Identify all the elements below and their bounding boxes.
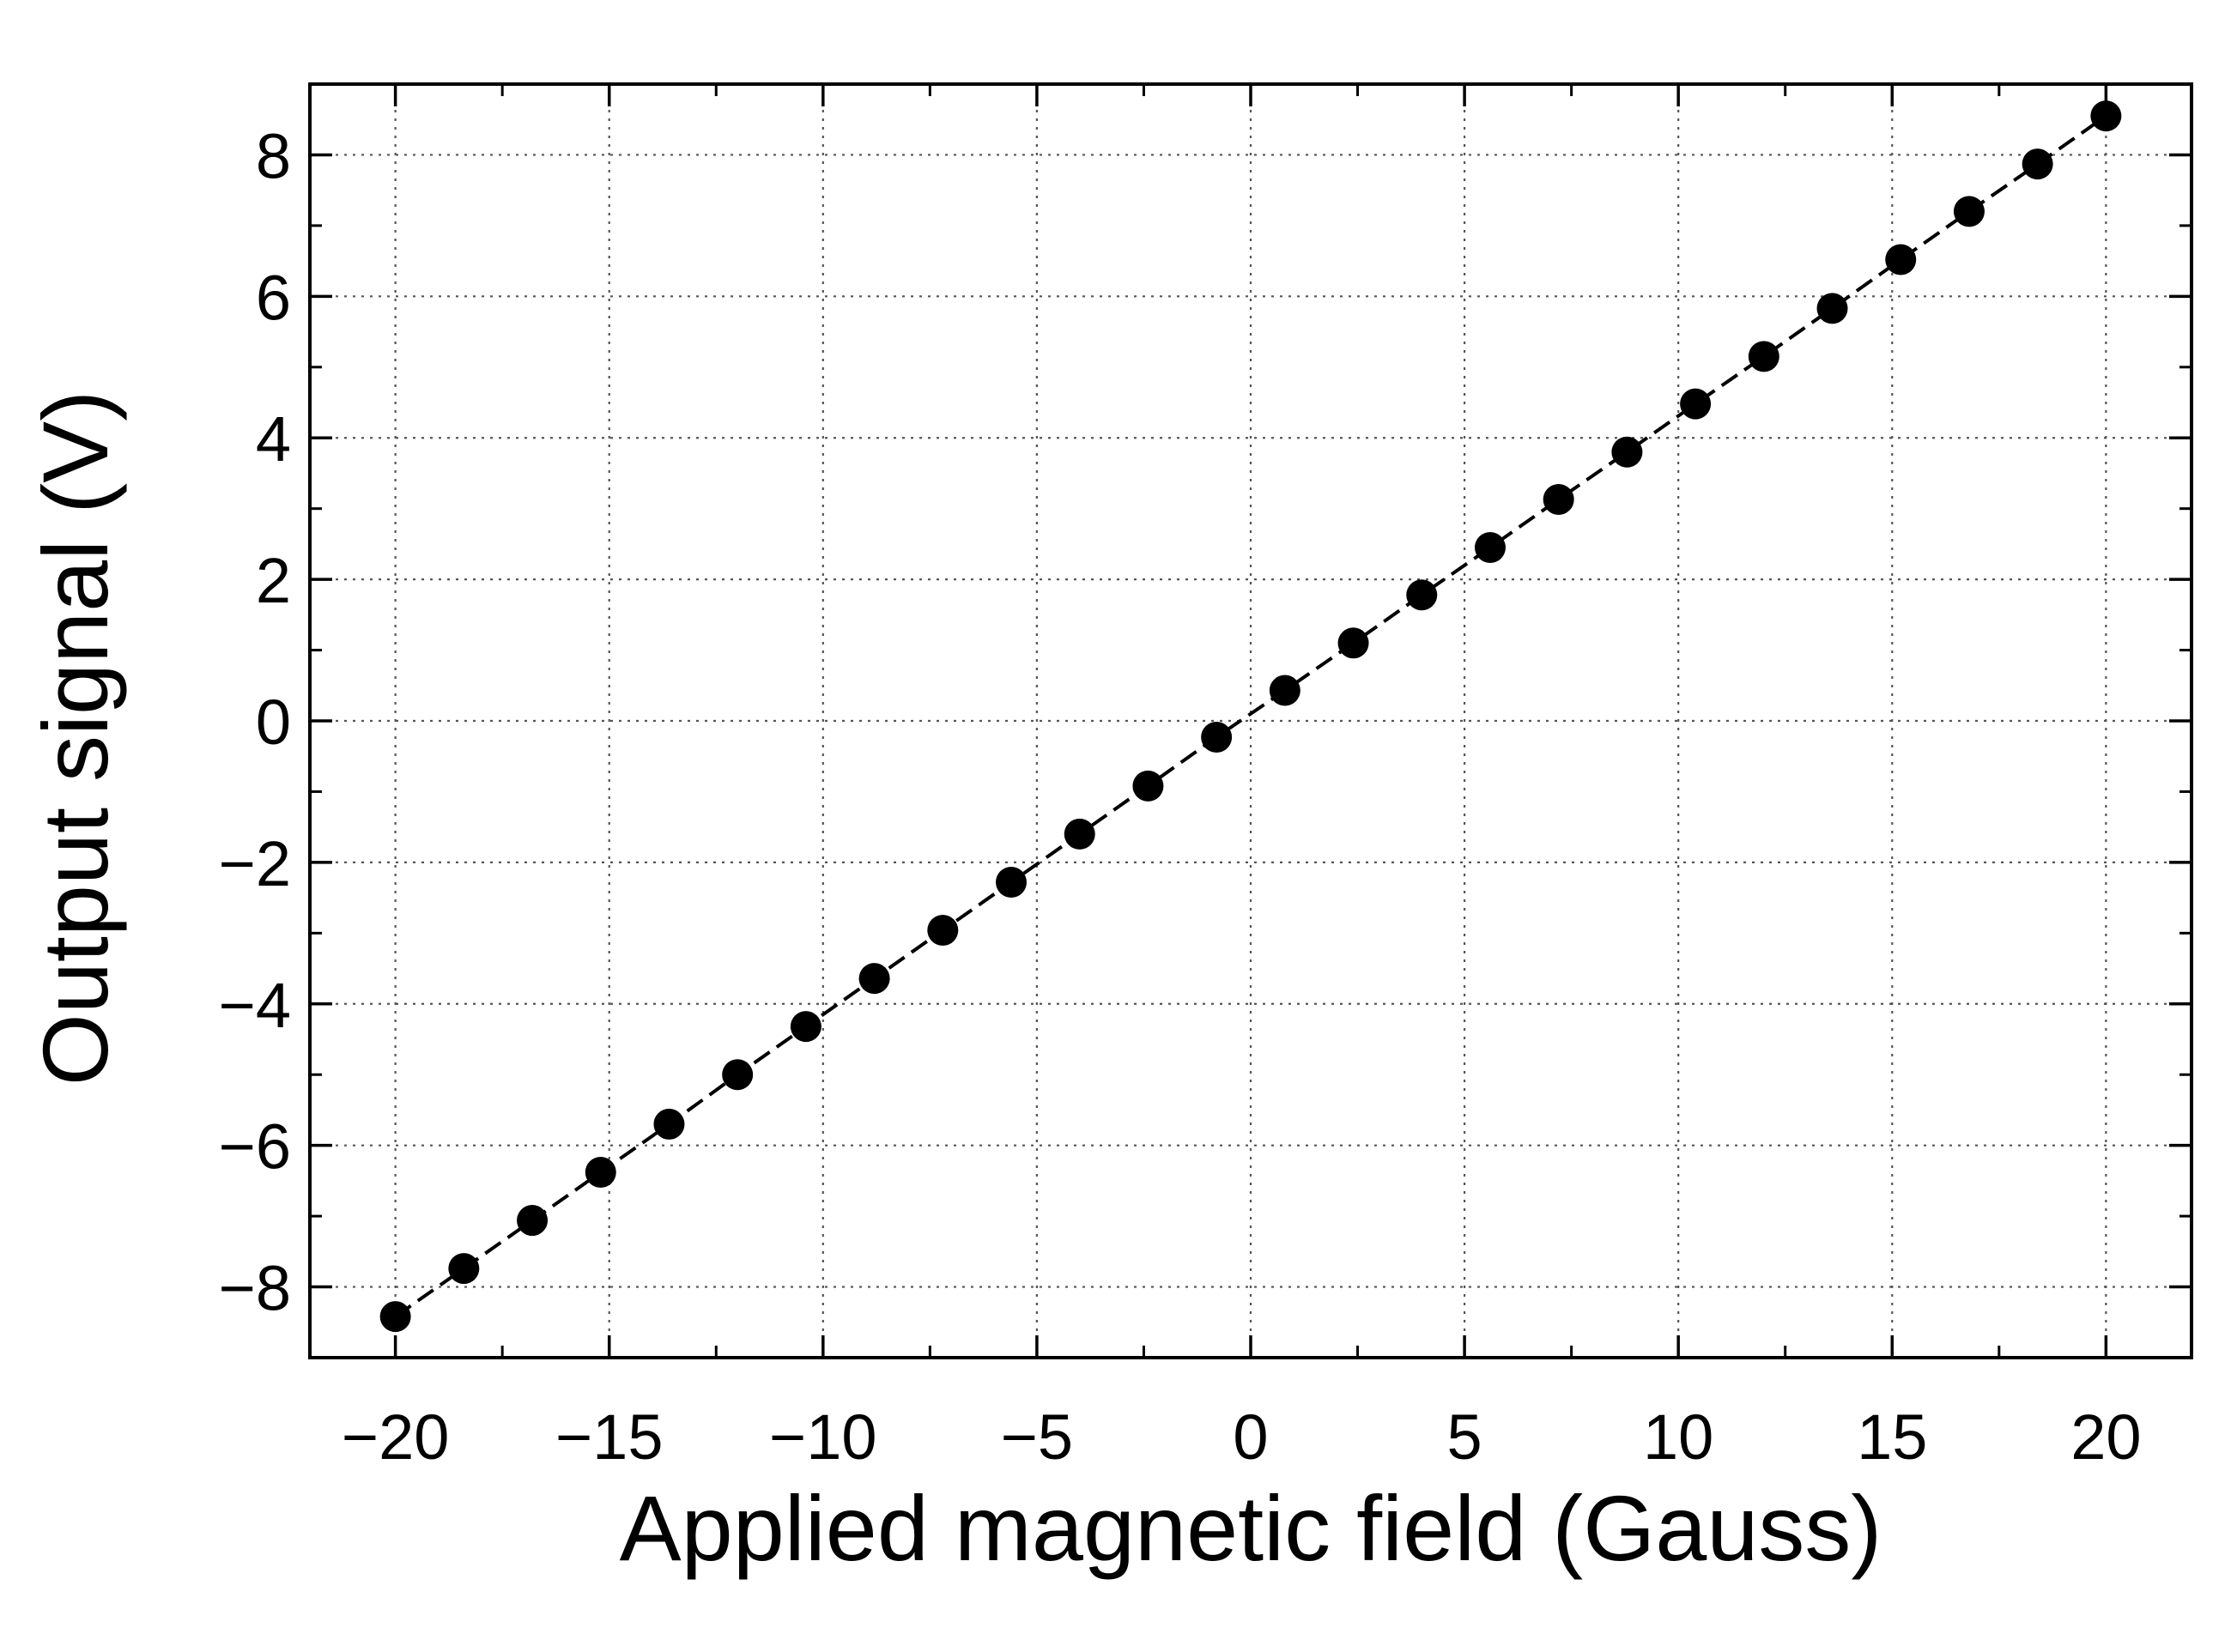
x-tick-label: 0 <box>1233 1401 1268 1473</box>
data-point <box>1816 293 1848 324</box>
data-point <box>1064 818 1095 850</box>
data-point <box>1406 579 1438 611</box>
data-point <box>858 963 890 995</box>
y-tick-label: 0 <box>256 687 291 758</box>
x-axis-title: Applied magnetic field (Gauss) <box>620 1476 1882 1580</box>
y-tick-label: 6 <box>256 262 291 333</box>
data-point <box>996 866 1028 898</box>
x-tick-label: 10 <box>1643 1401 1713 1473</box>
axis-ticks <box>310 84 2192 1358</box>
y-axis-title: Output signal (V) <box>23 390 127 1086</box>
x-tick-label: −20 <box>342 1401 450 1473</box>
data-point <box>722 1059 754 1091</box>
data-point <box>1269 675 1300 706</box>
grid <box>310 84 2192 1358</box>
x-tick-labels: −20 −15 −10 −5 0 5 10 15 20 <box>342 1401 2142 1473</box>
x-tick-label: 15 <box>1857 1401 1927 1473</box>
data-point <box>1474 532 1506 564</box>
y-tick-label: 4 <box>256 403 291 475</box>
data-point <box>448 1253 480 1285</box>
data-point <box>1680 388 1712 420</box>
data-point <box>1885 244 1917 275</box>
y-tick-labels: −8 −6 −4 −2 0 2 4 6 8 <box>219 120 291 1323</box>
y-tick-label: −6 <box>219 1111 291 1183</box>
x-tick-label: −5 <box>1001 1401 1073 1473</box>
x-tick-label: 5 <box>1447 1401 1482 1473</box>
data-point <box>1337 627 1369 659</box>
plot-frame <box>308 82 2193 1359</box>
y-tick-label: 8 <box>256 120 291 191</box>
data-point <box>517 1205 549 1237</box>
x-tick-label: 20 <box>2070 1401 2141 1473</box>
data-point <box>379 1301 411 1333</box>
data-point <box>1201 721 1233 753</box>
y-tick-label: −8 <box>219 1253 291 1324</box>
data-point <box>585 1156 616 1188</box>
y-tick-label: −4 <box>219 970 291 1041</box>
y-tick-label: 2 <box>256 545 291 616</box>
data-point <box>1748 341 1779 372</box>
data-point <box>1953 196 1985 227</box>
x-tick-label: −10 <box>769 1401 877 1473</box>
data-points <box>379 100 2122 1333</box>
data-point <box>2090 100 2122 132</box>
data-point <box>927 915 959 947</box>
data-point <box>1132 770 1164 802</box>
data-point <box>2022 148 2053 180</box>
data-point <box>653 1108 685 1140</box>
data-point <box>1543 483 1574 515</box>
data-point <box>1611 436 1643 468</box>
x-tick-label: −15 <box>555 1401 664 1473</box>
data-point <box>790 1011 821 1043</box>
y-tick-label: −2 <box>219 828 291 899</box>
